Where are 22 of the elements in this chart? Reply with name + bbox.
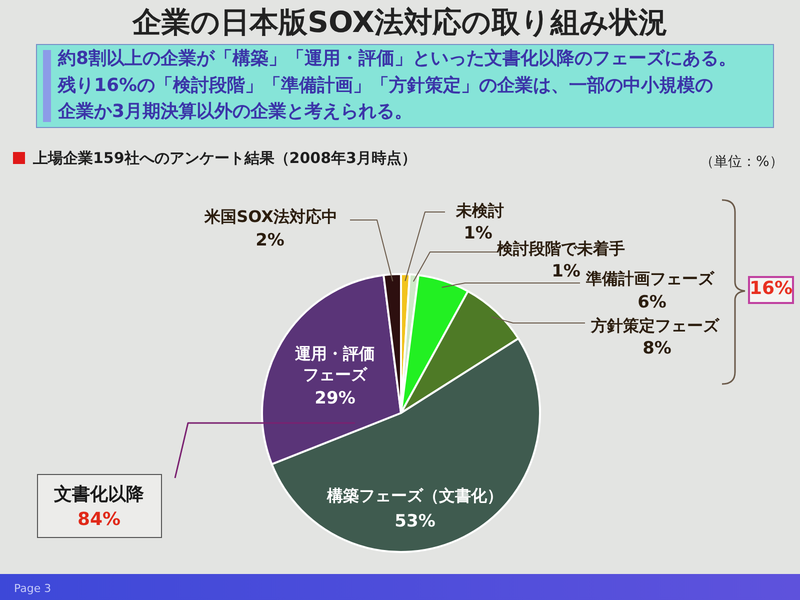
data-label: 1%: [552, 261, 580, 282]
chart-subtitle: 約8割以上の企業が「構築」「運用・評価」といった文書化以降のフェーズにある。残り16%の「検討段階」「準備計画」「方針策定」の企業は、一部の中小規模の企業か3月期決算以外の企業と考えられる。: [58, 47, 737, 124]
data-label: 2%: [256, 230, 284, 250]
slice-label: 構築フェーズ（文書化）: [326, 486, 503, 506]
slice-label: 米国SOX法対応中: [204, 207, 338, 226]
data-label: 1%: [464, 223, 492, 244]
slice-label: 準備計画フェーズ: [585, 269, 715, 288]
data-label: 53%: [394, 511, 436, 532]
text: Page 3: [14, 582, 52, 596]
slice-label: 検討段階で未着手: [496, 239, 625, 258]
data-label: 6%: [638, 292, 666, 312]
data-label: 29%: [314, 388, 356, 408]
slice-label: 未検討: [455, 201, 504, 220]
data-label: 8%: [642, 338, 672, 358]
slice-label: 運用・評価フェーズ: [294, 344, 375, 384]
chart-title: 企業の日本版SOX法対応の取り組み状況: [132, 4, 668, 40]
slice-label: 方針策定フェーズ: [590, 316, 720, 336]
text: （単位：%）: [700, 154, 784, 171]
text: 文書化以降: [54, 484, 144, 506]
text: 84%: [77, 509, 121, 531]
text: 16%: [749, 278, 793, 300]
text: 上場企業159社へのアンケート結果（2008年3月時点）: [33, 149, 416, 167]
